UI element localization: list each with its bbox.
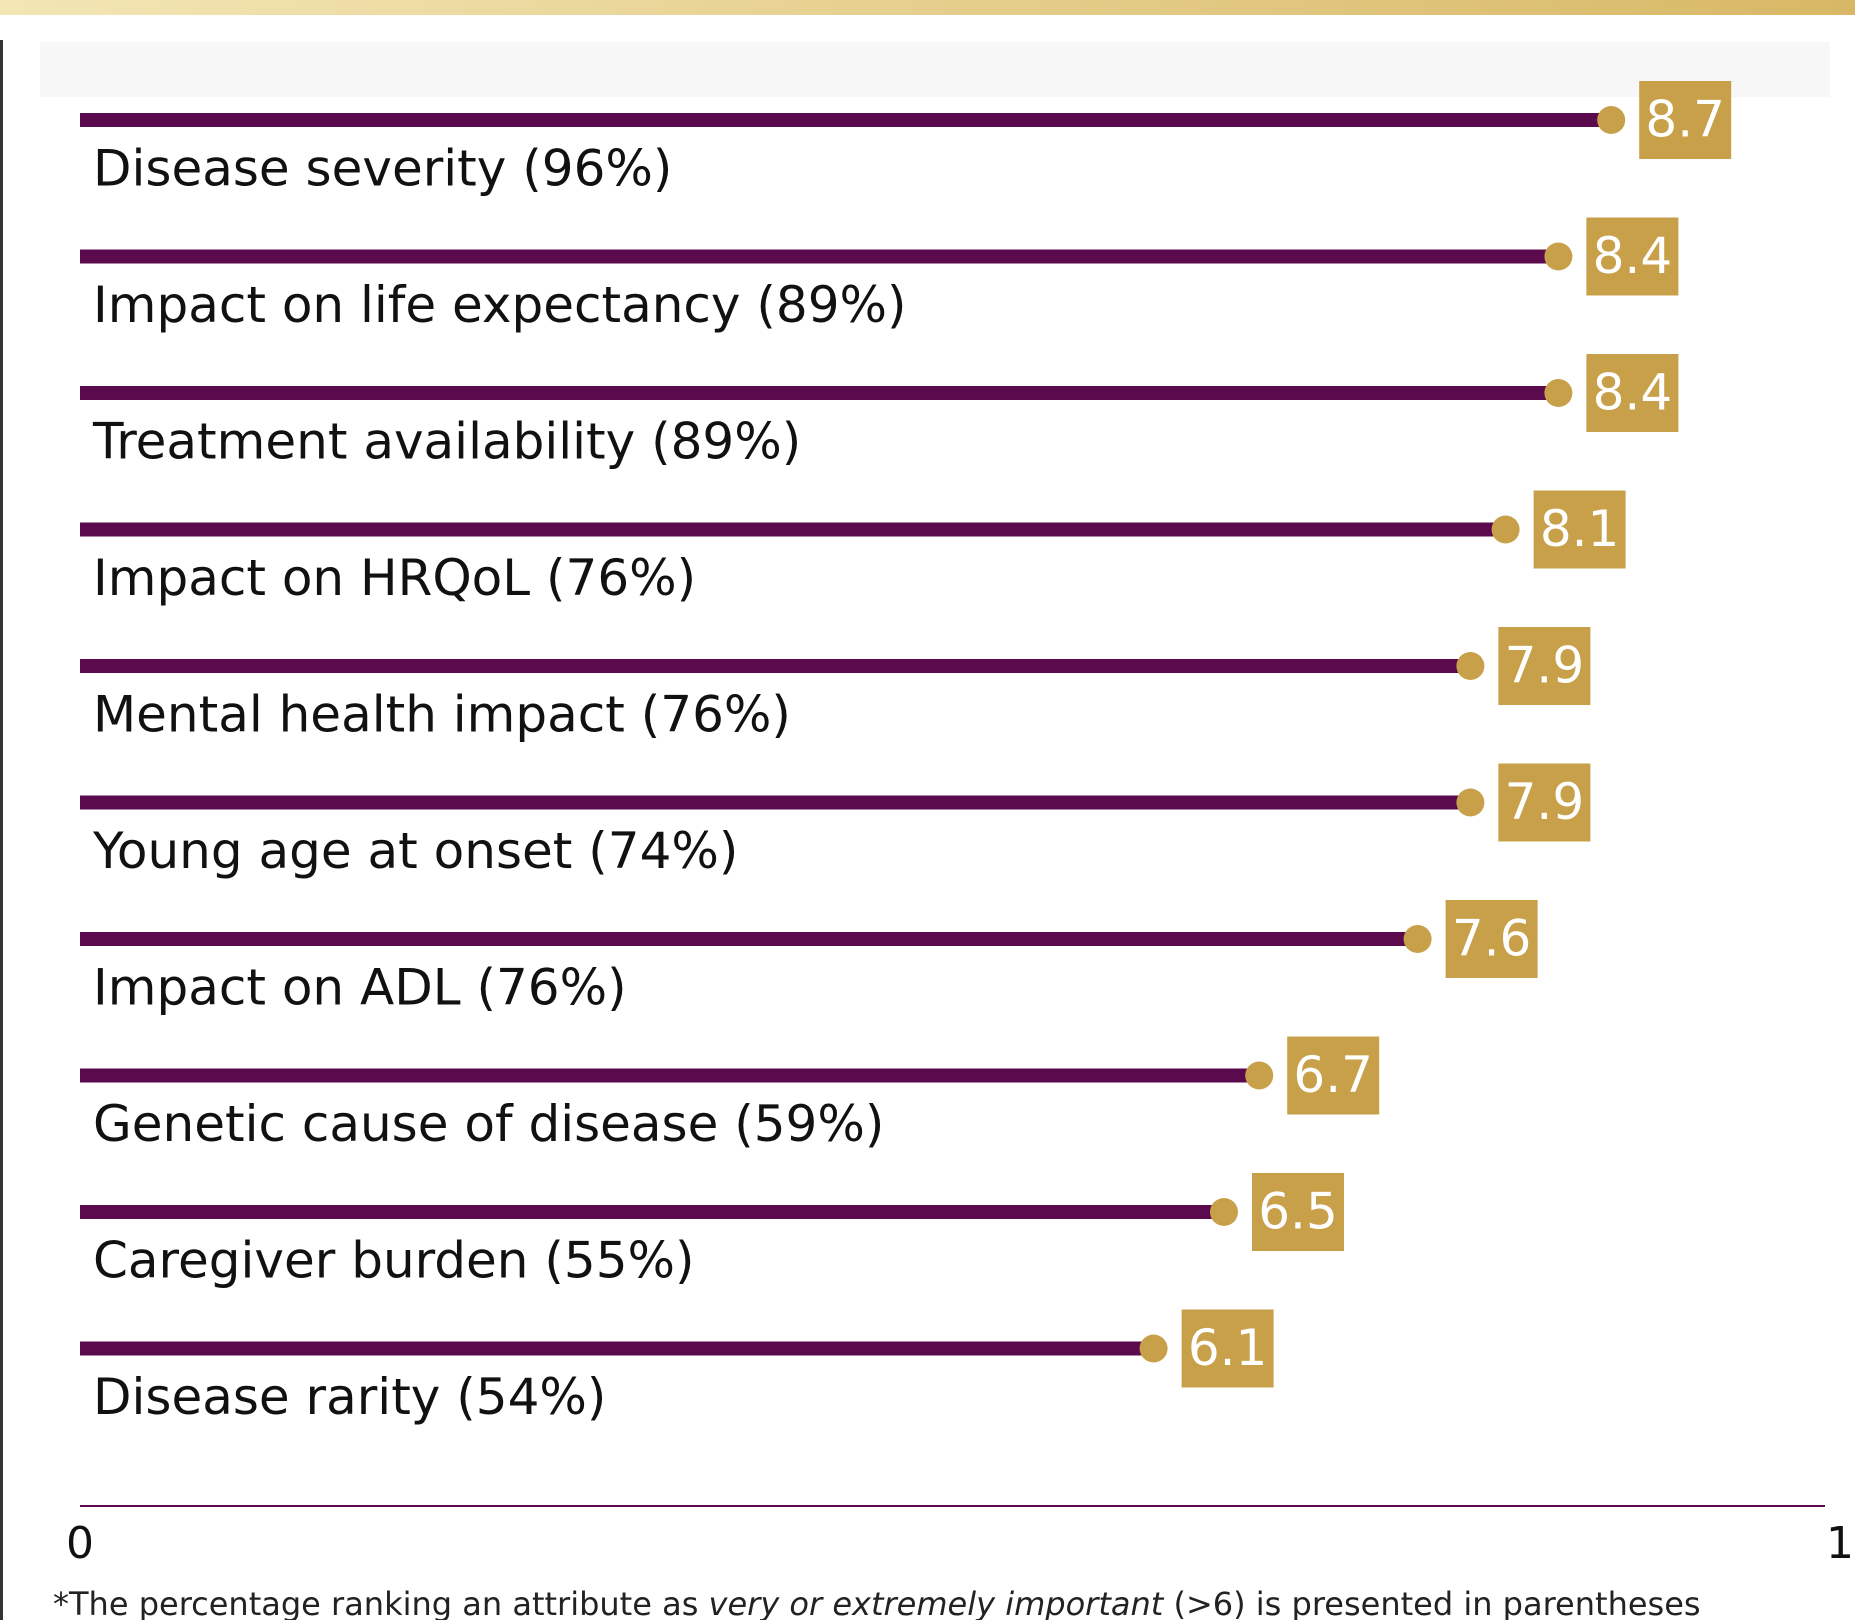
value-label: 8.4 <box>1593 364 1673 422</box>
dot <box>1544 242 1573 271</box>
category-label: Disease severity (96%) <box>93 140 672 198</box>
footnote-italic: very or extremely important <box>709 1585 1165 1620</box>
value-box <box>1445 900 1538 978</box>
x-tick-label: 10 <box>1826 1518 1855 1569</box>
value-label: 7.6 <box>1452 910 1532 968</box>
value-box <box>1287 1036 1380 1115</box>
category-label: Impact on ADL (76%) <box>93 959 627 1017</box>
value-box <box>1498 627 1591 705</box>
dot <box>1456 788 1485 817</box>
value-label: 8.1 <box>1540 500 1620 558</box>
dot <box>1210 1198 1238 1226</box>
value-box <box>1181 1309 1274 1388</box>
value-box <box>1586 354 1679 432</box>
category-label: Genetic cause of disease (59%) <box>93 1095 884 1153</box>
value-label: 8.7 <box>1645 91 1725 149</box>
value-box <box>1533 490 1626 569</box>
x-tick-label: 0 <box>66 1518 94 1569</box>
dot <box>1491 515 1520 544</box>
category-label: Impact on HRQoL (76%) <box>93 549 696 607</box>
dot <box>1139 1334 1168 1363</box>
dot <box>1456 652 1485 680</box>
category-label: Young age at onset (74%) <box>92 822 738 880</box>
footnote-text: *The percentage ranking an attribute as <box>53 1585 709 1620</box>
value-label: 7.9 <box>1505 773 1585 831</box>
dot <box>1544 379 1573 407</box>
category-label: Mental health impact (76%) <box>93 686 791 744</box>
dot <box>1245 1061 1274 1090</box>
category-label: Treatment availability (89%) <box>92 413 801 471</box>
value-box <box>1639 81 1732 159</box>
header-shade <box>40 42 1830 97</box>
value-label: 6.5 <box>1258 1183 1338 1241</box>
top-band <box>0 0 1855 15</box>
dot <box>1597 106 1626 134</box>
footnote-text: (>6) is presented in parentheses <box>1163 1585 1700 1620</box>
left-border <box>0 40 3 1620</box>
category-label: Disease rarity (54%) <box>93 1368 606 1426</box>
value-box <box>1498 763 1591 842</box>
value-label: 7.9 <box>1505 637 1585 695</box>
value-label: 6.1 <box>1188 1319 1268 1377</box>
dot <box>1403 925 1432 953</box>
value-label: 8.4 <box>1593 227 1673 285</box>
value-box <box>1586 217 1679 296</box>
footnote: *The percentage ranking an attribute as … <box>53 1585 1701 1620</box>
value-box <box>1252 1173 1344 1251</box>
category-label: Caregiver burden (55%) <box>93 1232 695 1290</box>
category-label: Impact on life expectancy (89%) <box>93 276 907 334</box>
value-label: 6.7 <box>1293 1046 1373 1104</box>
